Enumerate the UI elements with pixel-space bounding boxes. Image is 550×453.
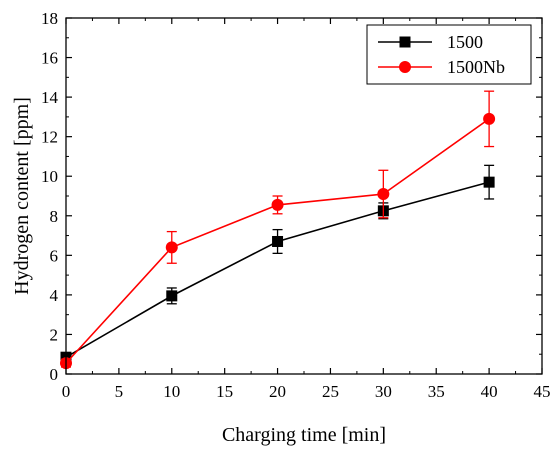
legend-box <box>366 24 532 85</box>
data-point <box>166 290 178 302</box>
y-tick-label: 14 <box>41 88 59 107</box>
x-tick-label: 35 <box>428 382 445 401</box>
x-tick-label: 20 <box>269 382 286 401</box>
legend-marker <box>399 61 411 73</box>
y-tick-label: 16 <box>41 49 58 68</box>
legend-marker <box>399 36 411 48</box>
axis-layer: 0 5 10 15 20 25 30 35 40 45 0 2 4 6 8 10 12 14 16 18 <box>41 9 550 401</box>
data-point <box>272 235 284 247</box>
y-tick-label: 12 <box>41 128 58 147</box>
x-tick-label: 5 <box>115 382 124 401</box>
y-tick-label: 18 <box>41 9 58 28</box>
legend: 1500 1500Nb <box>366 24 532 85</box>
y-tick-label: 0 <box>50 365 59 384</box>
y-tick-label: 8 <box>50 207 59 226</box>
x-tick-label: 40 <box>481 382 498 401</box>
x-axis-title: Charging time [min] <box>222 424 386 446</box>
data-point <box>483 112 496 125</box>
data-point <box>165 241 178 254</box>
series-1500 <box>60 164 495 363</box>
plot-layer <box>60 90 496 370</box>
data-point <box>377 188 390 201</box>
series-1500Nb <box>60 90 496 370</box>
data-point <box>483 176 495 188</box>
legend-label: 1500 <box>447 32 483 52</box>
x-tick-label: 45 <box>534 382 550 401</box>
y-tick-label: 4 <box>50 286 59 305</box>
y-tick-label: 10 <box>41 167 58 186</box>
x-tick-label: 10 <box>163 382 180 401</box>
y-axis-title: Hydrogen content [ppm] <box>11 97 33 295</box>
y-tick-label: 2 <box>50 325 59 344</box>
data-point <box>271 198 284 211</box>
legend-item: 1500 <box>378 32 483 52</box>
y-tick-label: 6 <box>50 246 59 265</box>
legend-label: 1500Nb <box>447 57 505 77</box>
legend-item: 1500Nb <box>378 57 505 77</box>
x-tick-label: 30 <box>375 382 392 401</box>
x-tick-label: 15 <box>216 382 233 401</box>
x-tick-label: 25 <box>322 382 339 401</box>
x-tick-label: 0 <box>62 382 71 401</box>
